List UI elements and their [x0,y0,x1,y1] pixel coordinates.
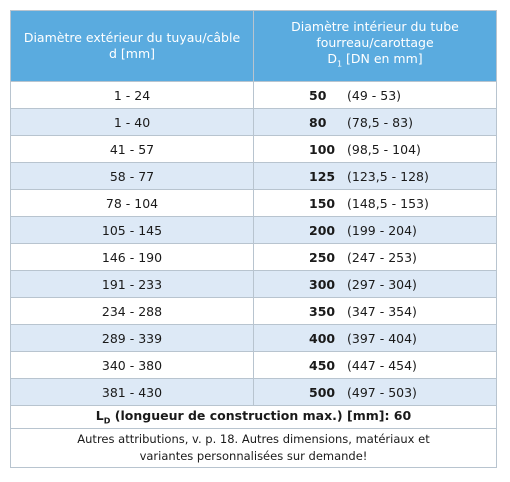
inner-diameter-cell: 500 (497 - 503) [253,378,497,406]
inner-diameter-cell: 100 (98,5 - 104) [253,135,497,163]
diameter-range: (397 - 404) [347,330,417,346]
diameter-range: (123,5 - 128) [347,168,429,184]
table-row: 146 - 190 250 (247 - 253) [10,243,497,271]
note-line: Autres attributions, v. p. 18. Autres di… [77,432,430,446]
nominal-diameter: 150 [309,195,336,211]
outer-diameter: 58 - 77 [10,162,254,190]
header-text: D1 [DN en mm] [254,51,496,73]
note-row: Autres attributions, v. p. 18. Autres di… [10,428,497,468]
inner-diameter-cell: 450 (447 - 454) [253,351,497,379]
header-row: Diamètre extérieur du tuyau/câble d [mm]… [10,10,497,82]
symbol: L [95,408,104,424]
inner-diameter-cell: 300 (297 - 304) [253,270,497,298]
subscript: D [103,416,111,426]
diameter-range: (148,5 - 153) [347,195,429,211]
inner-diameter-cell: 50 (49 - 53) [253,81,497,109]
diameter-range: (49 - 53) [347,87,402,103]
table-row: 340 - 380 450 (447 - 454) [10,351,497,379]
outer-diameter: 191 - 233 [10,270,254,298]
nominal-diameter: 450 [309,357,336,373]
symbol: D [327,51,337,67]
nominal-diameter: 350 [309,303,336,319]
table-row: 191 - 233 300 (297 - 304) [10,270,497,298]
diameter-range: (199 - 204) [347,222,417,238]
inner-diameter-cell: 250 (247 - 253) [253,243,497,271]
outer-diameter: 1 - 24 [10,81,254,109]
length-row: LD (longueur de construction max.) [mm]:… [10,405,497,429]
diameter-range: (347 - 354) [347,303,417,319]
diameter-range: (447 - 454) [347,357,417,373]
header-cell: Diamètre intérieur du tube fourreau/caro… [253,10,497,82]
outer-diameter: 105 - 145 [10,216,254,244]
header-text: Diamètre extérieur du tuyau/câble [23,30,241,45]
table-row: 234 - 288 350 (347 - 354) [10,297,497,325]
table-row: 41 - 57 100 (98,5 - 104) [10,135,497,163]
outer-diameter: 289 - 339 [10,324,254,352]
nominal-diameter: 50 [309,87,327,103]
inner-diameter-cell: 350 (347 - 354) [253,297,497,325]
header-text: Diamètre intérieur du tube [291,19,459,35]
table-body: 1 - 24 50 (49 - 53) 1 - 40 80 (78,5 - 83) 41 -… [10,81,497,406]
nominal-diameter: 500 [309,384,336,400]
diameter-range: (78,5 - 83) [347,114,413,130]
table-row: 1 - 24 50 (49 - 53) [10,81,497,109]
diameter-range: (247 - 253) [347,249,417,265]
note-line: variantes personnalisées sur demande! [139,449,368,463]
inner-diameter-cell: 80 (78,5 - 83) [253,108,497,136]
outer-diameter: 41 - 57 [10,135,254,163]
outer-diameter: 381 - 430 [10,378,254,406]
outer-diameter: 1 - 40 [10,108,254,136]
table-row: 381 - 430 500 (497 - 503) [10,378,497,406]
table-row: 78 - 104 150 (148,5 - 153) [10,189,497,217]
nominal-diameter: 250 [309,249,336,265]
inner-diameter-cell: 150 (148,5 - 153) [253,189,497,217]
nominal-diameter: 400 [309,330,336,346]
nominal-diameter: 125 [309,168,336,184]
diameter-range: (98,5 - 104) [347,141,421,157]
subscript: 1 [336,59,343,69]
length-cell: LD (longueur de construction max.) [mm]:… [10,405,497,429]
table-row: 1 - 40 80 (78,5 - 83) [10,108,497,136]
inner-diameter-cell: 200 (199 - 204) [253,216,497,244]
note-cell: Autres attributions, v. p. 18. Autres di… [10,428,497,468]
outer-diameter: 146 - 190 [10,243,254,271]
inner-diameter-cell: 400 (397 - 404) [253,324,497,352]
table-row: 289 - 339 400 (397 - 404) [10,324,497,352]
table-row: 105 - 145 200 (199 - 204) [10,216,497,244]
outer-diameter: 78 - 104 [10,189,254,217]
dimension-table: Diamètre extérieur du tuyau/câble d [mm]… [10,10,497,468]
nominal-diameter: 100 [309,141,336,157]
unit: [DN en mm] [342,51,423,67]
header-text: d [mm] [108,46,155,61]
nominal-diameter: 300 [309,276,336,292]
diameter-range: (497 - 503) [347,384,417,400]
diameter-range: (297 - 304) [347,276,417,292]
length-text: (longueur de construction max.) [mm]: 60 [110,408,412,424]
table-row: 58 - 77 125 (123,5 - 128) [10,162,497,190]
table-wrap: Diamètre extérieur du tuyau/câble d [mm]… [10,10,497,468]
nominal-diameter: 80 [309,114,327,130]
nominal-diameter: 200 [309,222,336,238]
header-cell: Diamètre extérieur du tuyau/câble d [mm] [10,10,254,82]
outer-diameter: 234 - 288 [10,297,254,325]
outer-diameter: 340 - 380 [10,351,254,379]
inner-diameter-cell: 125 (123,5 - 128) [253,162,497,190]
header-text: fourreau/carottage [316,35,434,51]
